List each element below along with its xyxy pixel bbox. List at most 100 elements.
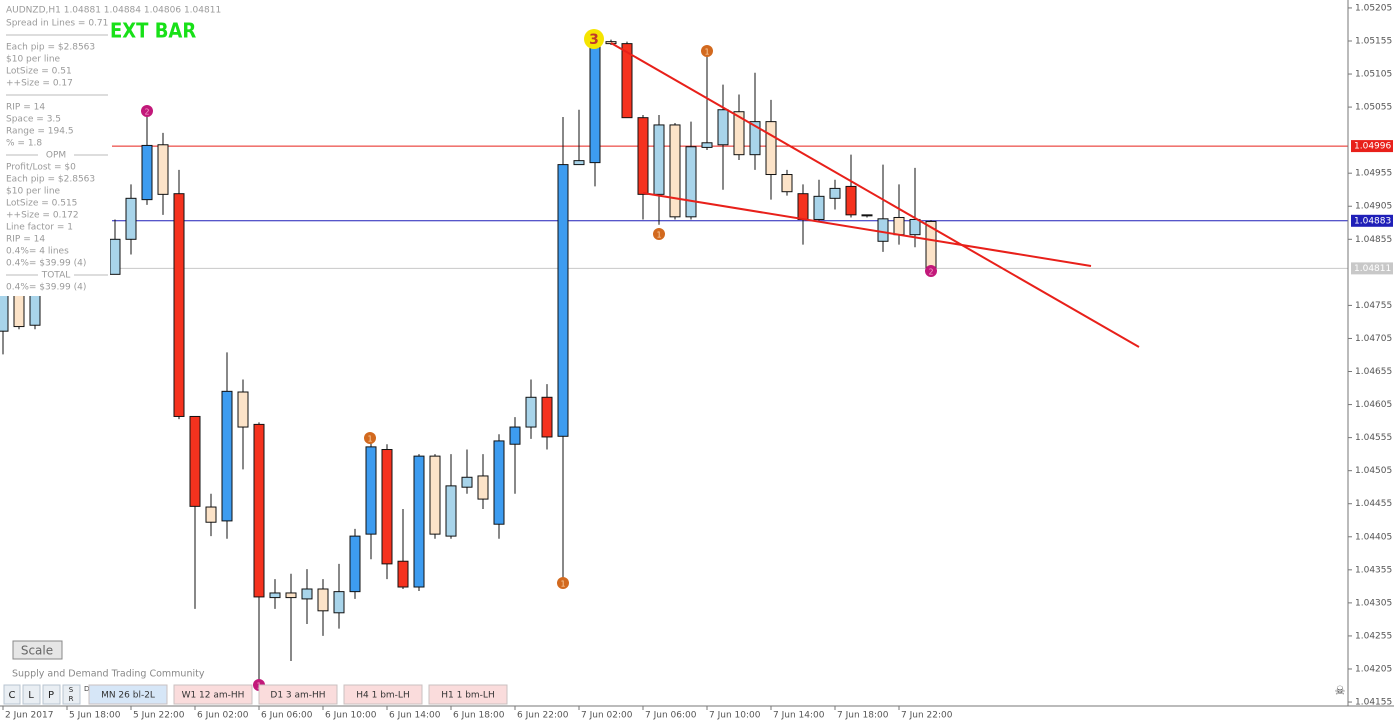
candle-body [701,142,713,148]
y-tick-label: 1.04705 [1355,334,1392,344]
candle-body [189,415,201,507]
timeframe-button[interactable] [88,684,168,705]
marker-label: 3 [589,32,599,48]
panel-line: Each pip = $2.8563 [6,175,95,185]
y-tick-label: 1.04505 [1355,466,1392,476]
x-tick-label: 6 Jun 18:00 [453,711,505,721]
candle-body [765,121,777,176]
sr-button[interactable] [62,684,81,705]
y-tick-label: 1.04455 [1355,499,1392,509]
candle-body [317,588,329,612]
candle-body [573,160,585,166]
l-button[interactable] [22,684,41,705]
candle-body [397,560,409,588]
panel-line: $10 per line [6,55,61,65]
candle-body [205,506,217,523]
x-tick-label: 6 Jun 22:00 [517,711,569,721]
marker [925,265,937,277]
y-tick-label: 1.05055 [1355,103,1392,113]
marker [653,228,665,240]
candle-body [749,121,761,156]
marker-label: 2 [928,268,933,277]
p-button-label: P [48,690,54,701]
candle-body [493,440,505,525]
price-label: 1.04883 [1354,216,1391,226]
panel-section-title: TOTAL [41,271,71,281]
timeframe-button-label: MN 26 bl-2L [101,691,155,701]
panel-section-title: OPM [46,151,66,161]
timeframe-button[interactable] [258,684,338,705]
candle-body [157,144,169,195]
y-tick-label: 1.04755 [1355,301,1392,311]
candle-body [557,164,569,437]
y-tick-label: 1.04405 [1355,532,1392,542]
x-tick-label: 7 Jun 14:00 [773,711,825,721]
candle-body [253,423,265,598]
candle-body [413,455,425,588]
grid-layer [112,145,1348,269]
timeframe-button[interactable] [343,684,423,705]
trend-line [610,42,1140,348]
panel-line: Space = 3.5 [6,115,61,125]
candle-body [509,426,521,445]
panel-line: LotSize = 0.515 [6,199,77,209]
candle-body [621,43,633,119]
candle-body [525,396,537,428]
candle-body [141,144,153,201]
c-button[interactable] [3,684,21,705]
candle-body [237,391,249,428]
d-button-label: D [84,685,89,693]
candle-body [301,588,313,600]
marker-label: 1 [704,48,709,57]
candle-body [781,174,793,193]
panel-line: ++Size = 0.172 [6,211,79,221]
timeframe-button[interactable] [173,684,253,705]
y-tick-label: 1.05205 [1355,3,1392,13]
panel-line: Line factor = 1 [6,223,73,233]
marker [141,105,153,117]
candle-body [893,216,905,236]
p-button[interactable] [42,684,61,705]
candle-body [173,193,185,417]
panel-line: $10 per line [6,187,61,197]
timeframe-button-label: D1 3 am-HH [270,691,325,701]
candle-body [685,146,697,218]
panel-line: 0.4%= $39.99 (4) [6,283,86,293]
panel-line: LotSize = 0.51 [6,67,72,77]
y-tick-label: 1.04605 [1355,400,1392,410]
price-label-box [1351,262,1393,275]
marker [364,432,376,444]
candle-body [333,591,345,614]
candle-body [365,446,377,535]
c-button-label: C [9,690,16,701]
x-tick-label: 7 Jun 10:00 [709,711,761,721]
timeframe-button-label: H1 1 bm-LH [441,691,494,701]
candle-body [861,214,873,217]
x-tick-label: 5 Jun 22:00 [133,711,185,721]
y-tick-label: 1.04355 [1355,565,1392,575]
scale-button[interactable] [12,640,63,660]
y-tick-label: 1.04305 [1355,598,1392,608]
candle-body [381,449,393,565]
x-tick-label: 2 Jun 2017 [5,711,53,721]
trend-line [642,192,1092,267]
x-tick-label: 6 Jun 06:00 [261,711,313,721]
panel-line: Spread in Lines = 0.71 [6,19,108,29]
candle-body [589,41,601,164]
scale-button-label: Scale [21,644,53,658]
info-panel: Spread in Lines = 0.71 Each pip = $2.8563… [6,19,108,293]
timeframe-button[interactable] [428,684,508,705]
candle-body [653,124,665,195]
x-tick-label: 7 Jun 22:00 [901,711,953,721]
ext-bar-label: EXT BAR [110,19,196,43]
x-tick-label: 7 Jun 18:00 [837,711,889,721]
candle-body [845,185,857,216]
candle-body [109,238,121,275]
marker-label: 1 [367,435,372,444]
timeframe-button-label: W1 12 am-HH [182,691,245,701]
candle-body [637,117,649,195]
panel-line: Range = 194.5 [6,127,74,137]
y-tick-label: 1.04655 [1355,367,1392,377]
timeframe-buttons: MN 26 bl-2L W1 12 am-HH D1 3 am-HH H4 1 bm-… [88,684,508,705]
